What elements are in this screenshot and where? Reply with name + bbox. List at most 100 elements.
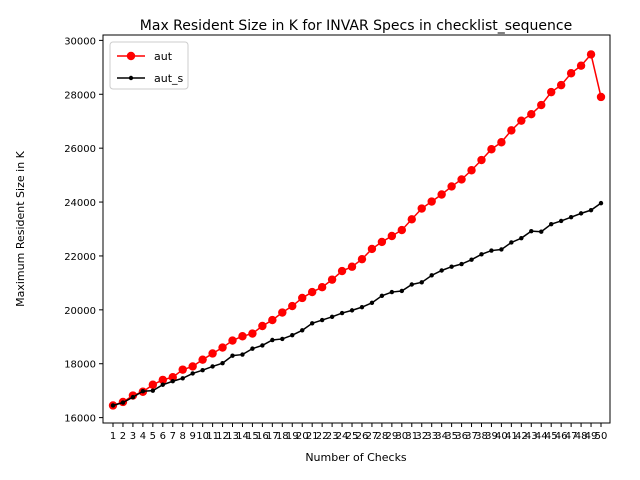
data-point-aut [457, 175, 466, 184]
x-axis: 1 2 3 4 5 6 7 8 9 1011121314151617181920212223242… [110, 423, 608, 442]
data-point-aut_s [290, 332, 295, 338]
data-point-aut [387, 231, 397, 241]
x-tick-label: 2 [120, 431, 126, 442]
data-point-aut_s [479, 252, 484, 257]
data-point-aut_s [280, 336, 285, 342]
data-point-aut [327, 275, 337, 284]
data-point-aut_s [230, 353, 235, 358]
data-point-aut [258, 321, 267, 331]
legend-marker-aut [126, 51, 136, 61]
data-point-aut_s [459, 261, 464, 267]
x-tick-label: 41 [505, 431, 518, 442]
data-point-aut [537, 100, 546, 110]
x-tick-label: 11 [206, 431, 219, 442]
x-tick-label: 13 [226, 431, 239, 442]
legend-label-aut: aut [154, 50, 173, 63]
x-tick-label: 32 [415, 431, 428, 442]
data-point-aut [556, 80, 566, 90]
y-tick-label: 30000 [64, 36, 96, 47]
data-point-aut [397, 225, 407, 235]
data-point-aut_s [349, 308, 355, 313]
x-tick-label: 39 [485, 431, 498, 442]
x-tick-label: 37 [465, 431, 478, 442]
x-tick-label: 45 [545, 431, 558, 442]
data-point-aut_s [309, 321, 315, 326]
data-point-aut_s [200, 367, 205, 373]
x-tick-label: 26 [356, 431, 369, 442]
data-point-aut [178, 365, 187, 374]
data-point-aut [586, 50, 596, 59]
data-point-aut [278, 308, 287, 317]
data-point-aut [248, 329, 257, 338]
data-point-aut_s [379, 293, 385, 299]
data-point-aut_s [120, 400, 126, 405]
x-tick-label: 3 [130, 431, 136, 442]
x-tick-label: 29 [385, 431, 398, 442]
data-point-aut_s [319, 317, 325, 323]
x-tick-label: 20 [296, 431, 309, 442]
x-tick-label: 30 [395, 431, 408, 442]
data-point-aut_s [160, 382, 165, 387]
y-tick-label: 16000 [64, 414, 96, 425]
x-tick-label: 28 [376, 431, 389, 442]
data-point-aut [158, 375, 167, 385]
data-point-aut [576, 61, 586, 70]
x-tick-label: 7 [170, 431, 176, 442]
data-point-aut [596, 92, 606, 102]
data-point-aut_s [489, 248, 494, 253]
x-tick-label: 4 [140, 431, 146, 442]
data-point-aut [437, 190, 446, 199]
data-point-aut_s [339, 310, 345, 316]
data-point-aut [547, 87, 556, 97]
x-tick-label: 38 [475, 431, 488, 442]
data-point-aut [427, 197, 436, 206]
data-point-aut_s [409, 282, 414, 287]
x-tick-label: 14 [236, 431, 249, 442]
data-point-aut [317, 283, 327, 292]
data-point-aut [527, 110, 536, 119]
data-point-aut [218, 343, 227, 352]
data-point-aut [347, 262, 357, 271]
data-point-aut_s [429, 273, 434, 278]
data-point-aut [417, 204, 426, 213]
x-tick-label: 34 [435, 431, 448, 442]
data-point-aut_s [578, 211, 584, 216]
x-tick-label: 9 [189, 431, 195, 442]
data-point-aut_s [270, 337, 275, 343]
x-tick-label: 48 [575, 431, 588, 442]
x-tick-label: 36 [455, 431, 468, 442]
x-tick-label: 43 [525, 431, 538, 442]
data-point-aut_s [150, 388, 156, 393]
data-point-aut [198, 355, 207, 364]
plot-area [102, 34, 611, 424]
data-point-aut [188, 362, 197, 371]
x-tick-label: 33 [425, 431, 438, 442]
x-tick-label: 6 [160, 431, 166, 442]
x-tick-label: 49 [585, 431, 598, 442]
data-point-aut [517, 116, 526, 125]
x-tick-label: 18 [276, 431, 289, 442]
data-point-aut [168, 372, 177, 382]
series-layer [108, 50, 606, 410]
data-point-aut_s [449, 264, 454, 269]
data-point-aut_s [260, 343, 265, 348]
data-point-aut_s [588, 207, 594, 213]
data-point-aut [228, 336, 237, 345]
y-tick-label: 24000 [64, 198, 96, 209]
x-tick-label: 1 [110, 431, 116, 442]
y-tick-label: 18000 [64, 360, 96, 371]
legend-label-aut_s: aut_s [154, 72, 184, 85]
data-point-aut_s [399, 288, 405, 294]
data-point-aut [148, 380, 158, 389]
data-point-aut_s [439, 268, 444, 273]
series-aut_s [110, 200, 604, 408]
x-tick-label: 50 [595, 431, 608, 442]
data-point-aut_s [240, 352, 245, 357]
data-point-aut_s [549, 221, 554, 227]
data-point-aut_s [110, 403, 116, 408]
data-point-aut [367, 244, 377, 254]
data-point-aut_s [130, 394, 136, 400]
data-point-aut_s [469, 257, 474, 262]
data-point-aut [447, 182, 456, 191]
